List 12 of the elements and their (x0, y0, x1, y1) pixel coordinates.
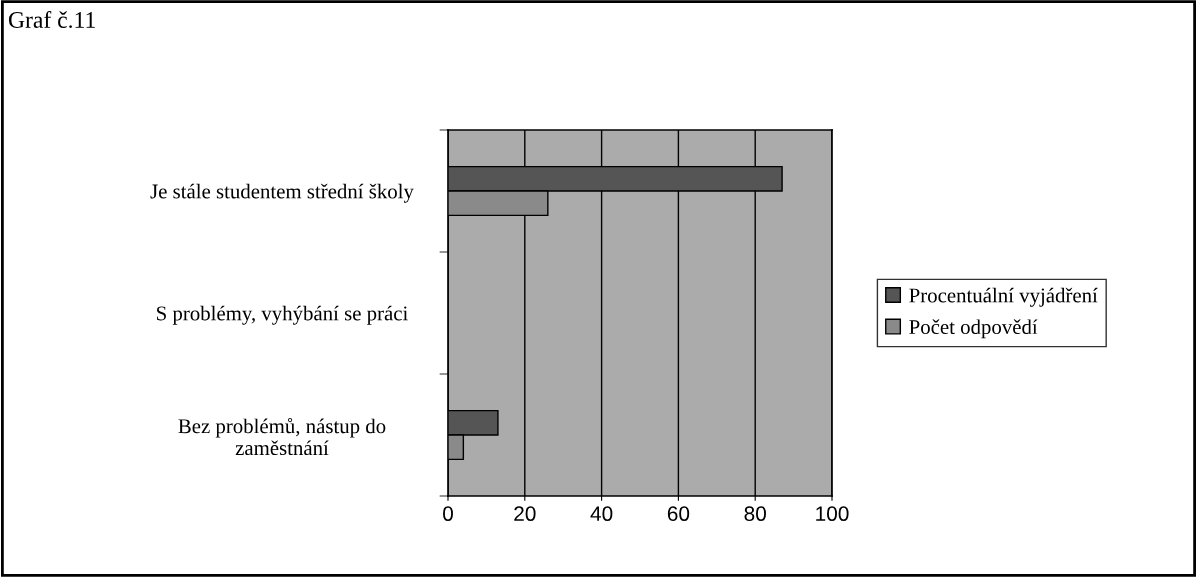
text: Graf č.11 (8, 11, 95, 29)
x-tick-label: 0 (443, 506, 453, 522)
y-tick-label: Bez problémů, nástup do zaměstnání (178, 418, 386, 456)
legend-label: Počet odpovědí (909, 319, 1038, 339)
x-tick-label: 100 (816, 506, 849, 522)
y-tick-label: S problémy, vyhýbání se práci (157, 305, 408, 325)
x-tick-label: 60 (667, 506, 690, 522)
legend-label: Procentuální vyjádření (909, 287, 1098, 307)
x-tick-label: 20 (514, 506, 536, 522)
x-tick-label: 80 (744, 506, 766, 522)
y-tick-label: Je stále studentem střední školy (150, 183, 414, 203)
x-tick-label: 40 (590, 506, 613, 522)
